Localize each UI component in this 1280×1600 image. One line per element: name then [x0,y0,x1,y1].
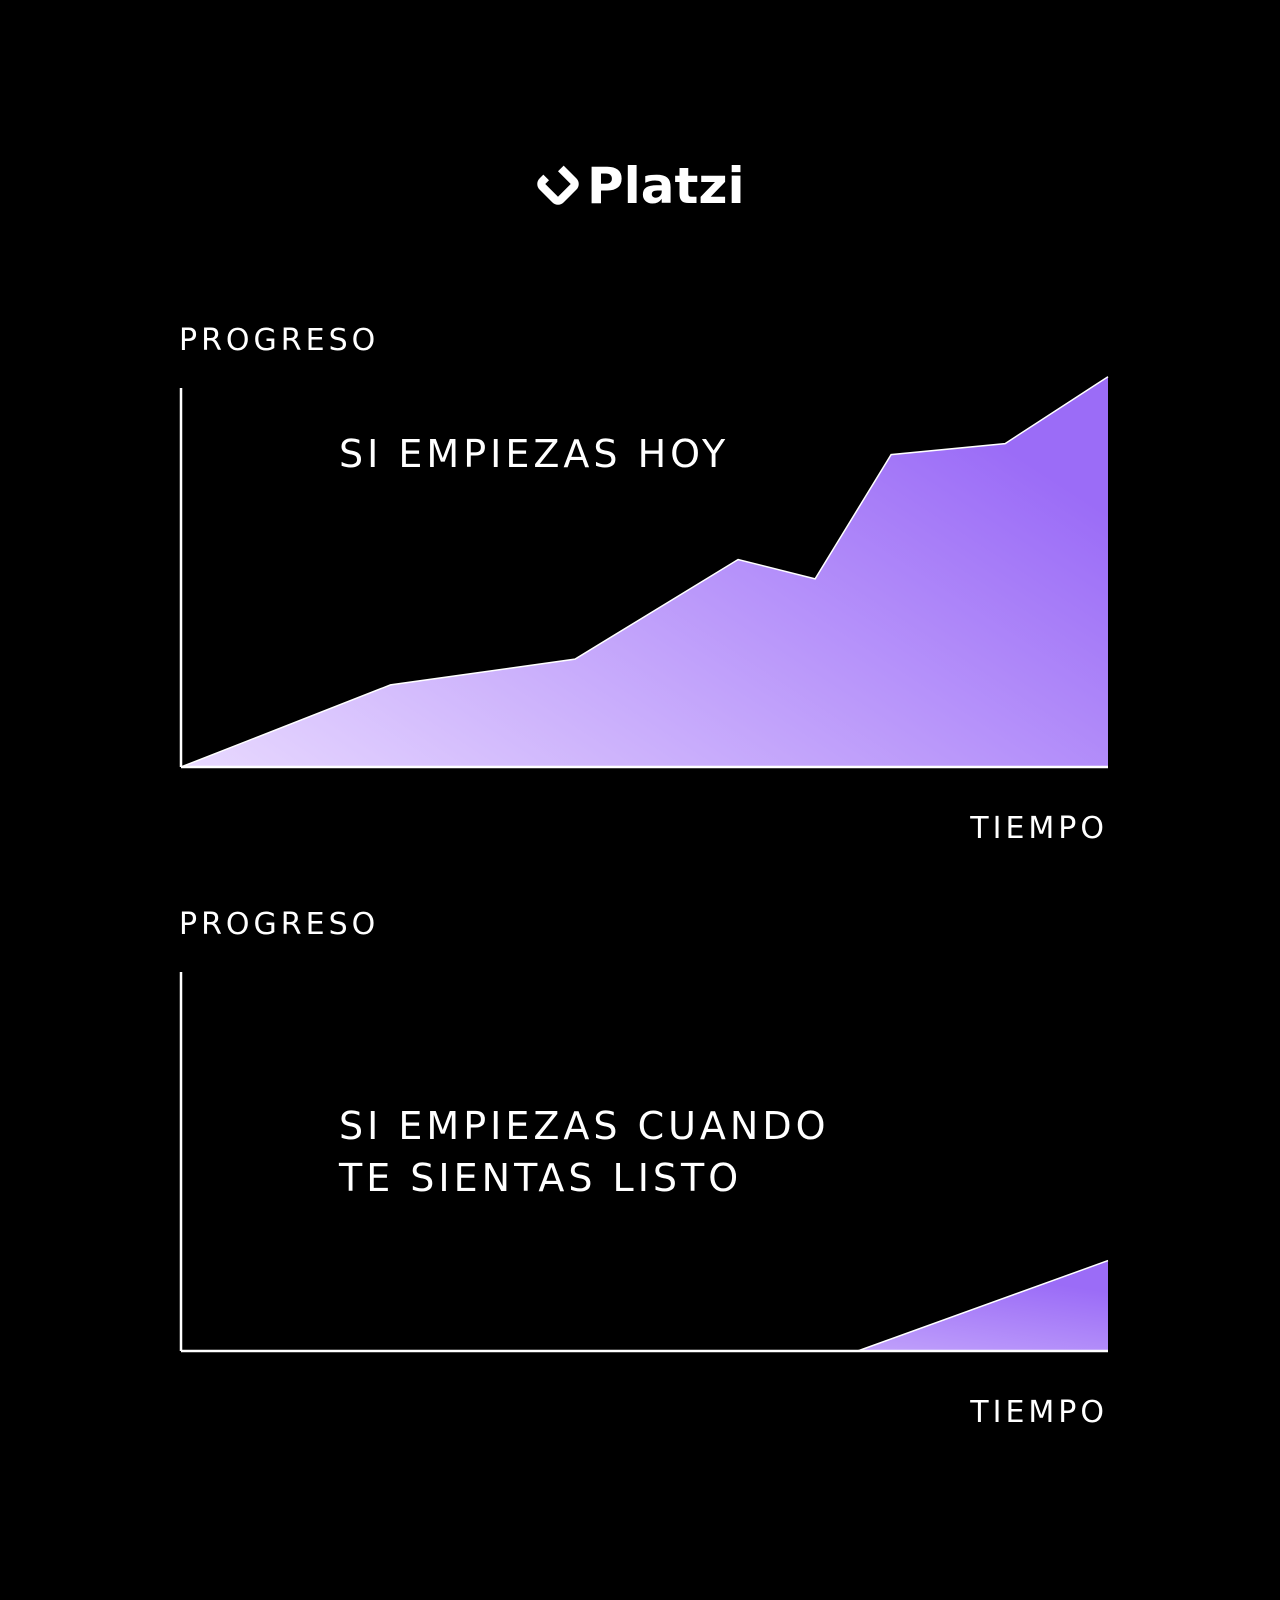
chart-2-y-axis-label: PROGRESO [179,907,380,942]
chart-1-x-axis-label: TIEMPO [970,811,1108,846]
chart-1-y-axis-label: PROGRESO [179,323,380,358]
chart-2-annotation-line-1: SI EMPIEZAS CUANDO [339,1104,830,1148]
platzi-wordmark: Platzi [587,157,745,215]
chart-start-today: PROGRESO SI EMPIEZAS HOY TIEMPO [0,320,1280,880]
chart-2-area [181,1260,1108,1351]
chart-2-annotation-line-2: TE SIENTAS LISTO [339,1156,743,1200]
chart-2-annotation: SI EMPIEZAS CUANDO TE SIENTAS LISTO [339,1100,830,1204]
chart-1-annotation: SI EMPIEZAS HOY [339,432,730,476]
chart-start-when-ready: PROGRESO SI EMPIEZAS CUANDO TE SIENTAS L… [0,904,1280,1464]
chart-1-series-line [180,376,1109,768]
platzi-logo-mark: Platzi [537,157,745,215]
platzi-logo: Platzi [535,155,745,215]
chart-2-x-axis-label: TIEMPO [970,1395,1108,1430]
chart-2-plot [179,972,1109,1353]
chart-1-plot [179,376,1109,769]
chart-1-area [181,376,1108,767]
